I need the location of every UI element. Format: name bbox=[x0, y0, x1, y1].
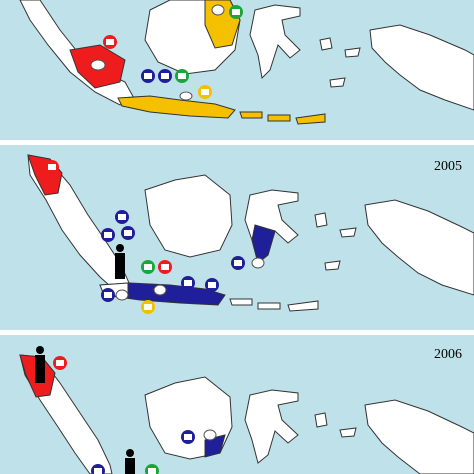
map-panel-3: 2006 bbox=[0, 335, 474, 474]
poultry-cage-icon bbox=[53, 356, 67, 370]
poultry-cage-icon bbox=[158, 69, 172, 83]
chicken-icon bbox=[153, 284, 167, 296]
maluku-islands bbox=[314, 212, 357, 271]
poultry-cage-icon bbox=[181, 430, 195, 444]
human-figure-icon bbox=[125, 449, 135, 474]
poultry-cage-icon bbox=[141, 300, 155, 314]
java-yellow bbox=[117, 95, 236, 119]
poultry-cage-icon bbox=[101, 228, 115, 242]
maluku-islands bbox=[314, 412, 357, 438]
map-panel-2: 2005 bbox=[0, 145, 474, 330]
papua bbox=[364, 199, 474, 296]
sulawesi-blue-province bbox=[251, 224, 276, 264]
poultry-cage-icon bbox=[45, 160, 59, 174]
papua bbox=[364, 399, 474, 474]
poultry-cage-icon bbox=[115, 210, 129, 224]
chicken-icon bbox=[115, 289, 129, 301]
panel-separator bbox=[0, 330, 474, 335]
sulawesi bbox=[244, 389, 299, 464]
human-figure-icon bbox=[115, 244, 125, 279]
poultry-cage-icon bbox=[121, 226, 135, 240]
indonesia-map-2 bbox=[27, 154, 474, 314]
indonesia-map-1 bbox=[19, 0, 474, 125]
papua bbox=[369, 24, 474, 111]
nusa-tenggara bbox=[239, 111, 326, 125]
map-panel-1 bbox=[0, 0, 474, 140]
kalimantan bbox=[144, 174, 233, 258]
poultry-cage-icon bbox=[158, 260, 172, 274]
poultry-cage-icon bbox=[141, 260, 155, 274]
poultry-cage-icon bbox=[175, 69, 189, 83]
year-label: 2006 bbox=[434, 347, 462, 362]
nusa-tenggara bbox=[229, 298, 319, 312]
chicken-icon bbox=[179, 91, 193, 101]
human-figure-icon bbox=[35, 346, 45, 383]
poultry-cage-icon bbox=[198, 85, 212, 99]
sulawesi bbox=[249, 4, 301, 80]
poultry-cage-icon bbox=[145, 464, 159, 474]
chicken-icon bbox=[90, 59, 106, 71]
poultry-cage-icon bbox=[103, 35, 117, 49]
poultry-cage-icon bbox=[181, 276, 195, 290]
year-label: 2005 bbox=[434, 159, 462, 174]
panel-separator bbox=[0, 140, 474, 145]
chicken-icon bbox=[251, 257, 265, 269]
chicken-icon bbox=[211, 4, 225, 16]
poultry-cage-icon bbox=[141, 69, 155, 83]
poultry-cage-icon bbox=[231, 256, 245, 270]
poultry-cage-icon bbox=[229, 5, 243, 19]
poultry-cage-icon bbox=[101, 288, 115, 302]
maluku-islands bbox=[319, 37, 361, 88]
poultry-cage-icon bbox=[91, 464, 105, 474]
sulawesi bbox=[244, 189, 299, 264]
poultry-cage-icon bbox=[205, 278, 219, 292]
chicken-icon bbox=[203, 429, 217, 441]
indonesia-map-3 bbox=[19, 346, 474, 474]
